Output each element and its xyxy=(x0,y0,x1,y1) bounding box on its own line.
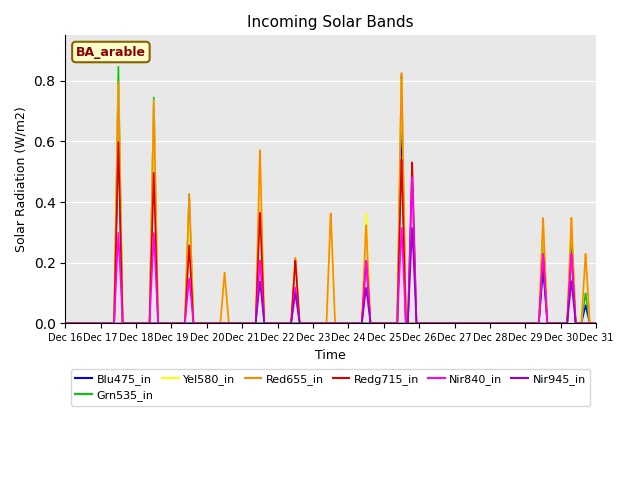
Y-axis label: Solar Radiation (W/m2): Solar Radiation (W/m2) xyxy=(15,107,28,252)
Grn535_in xyxy=(628,321,636,326)
Line: Red655_in: Red655_in xyxy=(65,73,632,324)
Grn535_in xyxy=(541,273,549,279)
Redg715_in xyxy=(115,139,122,145)
Nir840_in xyxy=(621,321,629,326)
Redg715_in xyxy=(508,321,515,326)
Red655_in xyxy=(621,321,629,326)
Red655_in xyxy=(397,70,405,76)
Blu475_in xyxy=(61,321,69,326)
Grn535_in xyxy=(177,321,185,326)
Nir840_in xyxy=(408,174,416,180)
Grn535_in xyxy=(421,321,429,326)
Nir840_in xyxy=(177,321,185,326)
Redg715_in xyxy=(61,321,69,326)
Nir945_in xyxy=(508,321,515,326)
Blu475_in xyxy=(541,293,549,299)
Red655_in xyxy=(628,321,636,326)
Grn535_in xyxy=(61,321,69,326)
Redg715_in xyxy=(177,321,185,326)
Red655_in xyxy=(508,321,515,326)
Red655_in xyxy=(541,267,549,273)
Line: Grn535_in: Grn535_in xyxy=(65,67,632,324)
Line: Nir840_in: Nir840_in xyxy=(65,177,632,324)
Red655_in xyxy=(61,321,69,326)
Redg715_in xyxy=(621,321,629,326)
Nir945_in xyxy=(541,321,549,326)
Blu475_in xyxy=(628,321,636,326)
Blu475_in xyxy=(397,115,405,120)
Red655_in xyxy=(177,321,185,326)
Red655_in xyxy=(471,321,479,326)
Nir840_in xyxy=(541,285,549,291)
Yel580_in xyxy=(541,267,549,273)
Title: Incoming Solar Bands: Incoming Solar Bands xyxy=(248,15,414,30)
Grn535_in xyxy=(471,321,479,326)
Yel580_in xyxy=(397,76,405,82)
Nir840_in xyxy=(421,321,429,326)
Red655_in xyxy=(421,321,429,326)
Blu475_in xyxy=(621,321,629,326)
Nir945_in xyxy=(471,321,479,326)
Nir945_in xyxy=(177,321,185,326)
Nir945_in xyxy=(621,321,629,326)
Line: Blu475_in: Blu475_in xyxy=(65,118,632,324)
Nir945_in xyxy=(421,321,429,326)
Blu475_in xyxy=(421,321,429,326)
Redg715_in xyxy=(421,321,429,326)
Yel580_in xyxy=(471,321,479,326)
Nir945_in xyxy=(408,225,416,231)
Yel580_in xyxy=(508,321,515,326)
Nir840_in xyxy=(61,321,69,326)
Grn535_in xyxy=(621,321,629,326)
Nir840_in xyxy=(628,321,636,326)
Line: Yel580_in: Yel580_in xyxy=(65,79,632,324)
X-axis label: Time: Time xyxy=(316,349,346,362)
Nir840_in xyxy=(471,321,479,326)
Redg715_in xyxy=(541,285,549,291)
Grn535_in xyxy=(508,321,515,326)
Yel580_in xyxy=(421,321,429,326)
Nir945_in xyxy=(61,321,69,326)
Yel580_in xyxy=(61,321,69,326)
Yel580_in xyxy=(621,321,629,326)
Nir945_in xyxy=(628,321,636,326)
Yel580_in xyxy=(628,321,636,326)
Text: BA_arable: BA_arable xyxy=(76,46,146,59)
Blu475_in xyxy=(508,321,515,326)
Legend: Blu475_in, Grn535_in, Yel580_in, Red655_in, Redg715_in, Nir840_in, Nir945_in: Blu475_in, Grn535_in, Yel580_in, Red655_… xyxy=(71,369,590,406)
Redg715_in xyxy=(471,321,479,326)
Redg715_in xyxy=(628,321,636,326)
Grn535_in xyxy=(115,64,122,70)
Nir840_in xyxy=(508,321,515,326)
Yel580_in xyxy=(177,321,185,326)
Line: Nir945_in: Nir945_in xyxy=(65,228,632,324)
Blu475_in xyxy=(177,321,185,326)
Blu475_in xyxy=(471,321,479,326)
Line: Redg715_in: Redg715_in xyxy=(65,142,632,324)
